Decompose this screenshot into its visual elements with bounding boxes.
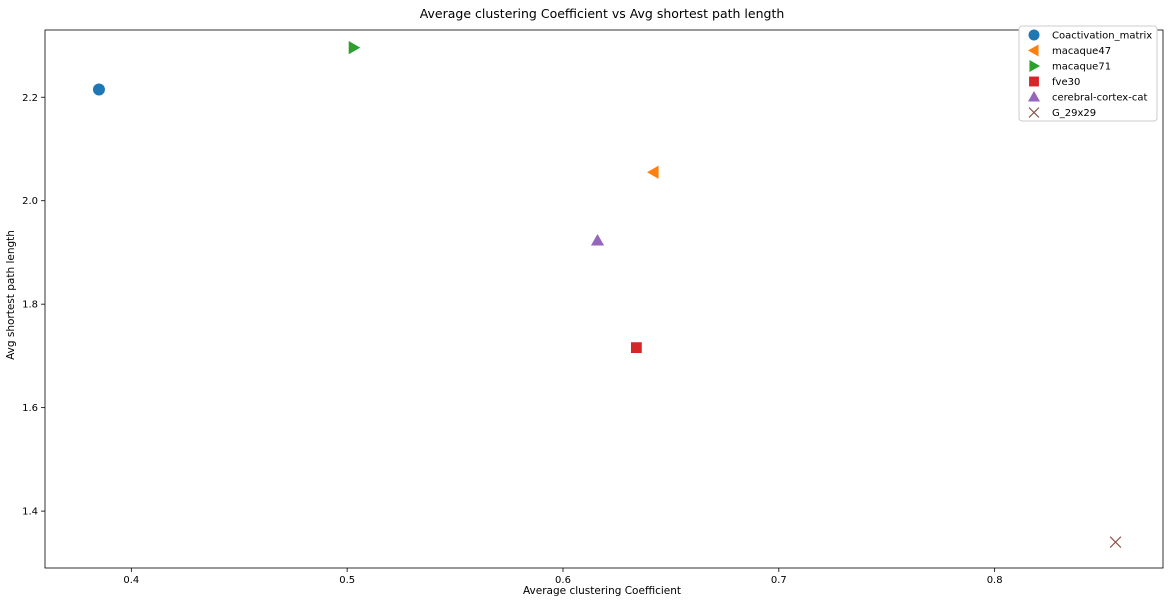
data-points xyxy=(92,40,1122,548)
legend-marker xyxy=(1029,76,1039,87)
legend-marker xyxy=(1029,59,1041,73)
legend-label: fve30 xyxy=(1052,77,1080,88)
y-tick-label: 2.2 xyxy=(22,93,38,104)
data-point-fve30 xyxy=(630,342,642,354)
y-tick-label: 2.0 xyxy=(22,196,38,207)
legend-label: macaque47 xyxy=(1052,46,1111,57)
x-axis-label: Average clustering Coefficient xyxy=(523,585,681,597)
chart-title: Average clustering Coefficient vs Avg sh… xyxy=(420,6,785,21)
legend-box xyxy=(1018,25,1158,122)
data-point-macaque47 xyxy=(647,165,659,179)
legend-marker xyxy=(1028,29,1040,41)
data-point-g-29x29-stroke xyxy=(1109,536,1122,548)
legend-label: cerebral-cortex-cat xyxy=(1052,93,1147,104)
legend: Coactivation_matrix macaque47 macaque71 fve… xyxy=(1018,25,1158,122)
x-tick-label: 0.4 xyxy=(123,575,139,586)
legend-marker xyxy=(1028,107,1040,118)
y-tick-label: 1.4 xyxy=(22,507,38,518)
y-tick-label: 1.6 xyxy=(22,403,38,414)
x-tick-label: 0.8 xyxy=(987,575,1003,586)
x-tick-label: 0.6 xyxy=(555,575,571,586)
x-axis: 0.4 0.5 0.6 0.7 0.8 xyxy=(123,568,1003,586)
plot-frame xyxy=(44,29,1164,569)
y-axis-label: Avg shortest path length xyxy=(5,230,17,360)
legend-label: Coactivation_matrix xyxy=(1052,31,1152,42)
y-tick-label: 1.8 xyxy=(22,300,38,311)
legend-marker-stroke xyxy=(1028,107,1040,118)
legend-marker xyxy=(1027,90,1041,102)
data-point-cerebral-cortex-cat xyxy=(590,233,605,246)
y-axis: 1.4 1.6 1.8 2.0 2.2 xyxy=(22,93,45,518)
x-tick-label: 0.7 xyxy=(771,575,787,586)
plot-area xyxy=(44,29,1164,569)
data-point-g-29x29 xyxy=(1109,536,1122,548)
data-point-macaque71 xyxy=(348,40,361,55)
legend-label: G_29x29 xyxy=(1052,108,1096,119)
data-point-coactivation-matrix xyxy=(92,83,105,96)
legend-label: macaque71 xyxy=(1052,62,1111,73)
x-tick-label: 0.5 xyxy=(339,575,355,586)
legend-marker xyxy=(1027,44,1039,57)
